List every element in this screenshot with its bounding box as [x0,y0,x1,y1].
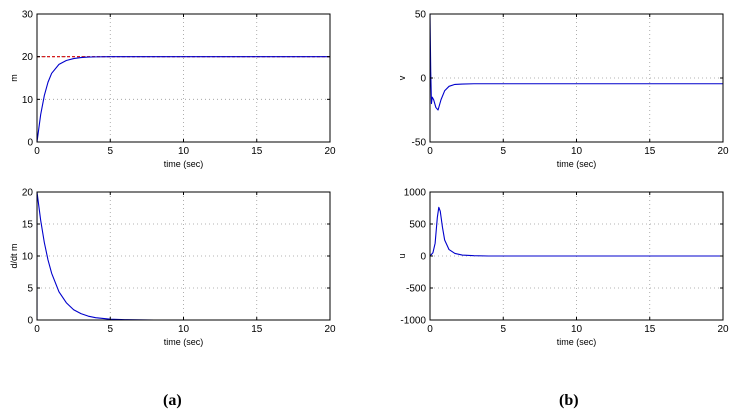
x-tick-label: 10 [571,146,583,157]
x-axis-label: time (sec) [164,337,204,347]
y-axis-label: v [397,75,407,80]
y-tick-label: -50 [412,138,427,149]
y-tick-label: 0 [27,138,33,149]
x-tick-label: 0 [427,324,433,335]
x-axis-label: time (sec) [164,159,204,169]
y-axis-label: u [397,253,407,258]
y-axis-label: m [9,74,19,82]
x-tick-label: 20 [324,324,336,335]
y-tick-label: 10 [22,95,34,106]
caption-a: (a) [163,392,182,409]
x-tick-label: 10 [178,146,190,157]
x-tick-label: 15 [644,146,656,157]
series-line-0 [430,14,723,111]
series-line-1 [37,56,330,142]
y-tick-label: 0 [27,316,33,327]
x-tick-label: 15 [644,324,656,335]
y-tick-label: 20 [22,188,34,199]
x-tick-label: 15 [251,146,263,157]
x-tick-label: 10 [178,324,190,335]
y-tick-label: 0 [420,252,426,263]
x-axis-label: time (sec) [557,337,597,347]
y-tick-label: 20 [22,52,34,63]
y-tick-label: 500 [409,220,426,231]
series-line-1 [37,192,330,320]
x-tick-label: 5 [500,324,506,335]
x-tick-label: 0 [34,146,40,157]
chart-a-top: 0 5 10 15 20 0 10 20 30 time (sec) m [9,10,336,170]
y-tick-label: 10 [22,252,34,263]
caption-b: (b) [559,392,579,409]
x-tick-label: 5 [107,146,113,157]
x-tick-label: 10 [571,324,583,335]
chart-a-bottom: 0 5 10 15 20 0 5 10 15 20 time (sec) d/dt m [9,188,336,348]
y-tick-label: 1000 [404,188,427,199]
y-tick-label: 50 [415,10,427,21]
x-tick-label: 15 [251,324,263,335]
x-tick-label: 20 [717,324,729,335]
y-tick-label: -1000 [400,316,426,327]
x-tick-label: 0 [34,324,40,335]
y-axis-label: d/dt m [9,243,19,268]
y-tick-label: -500 [406,284,426,295]
y-tick-label: 0 [420,74,426,85]
x-tick-label: 0 [427,146,433,157]
x-tick-label: 5 [500,146,506,157]
x-axis-label: time (sec) [557,159,597,169]
series-line-0 [430,206,723,257]
x-tick-label: 5 [107,324,113,335]
y-tick-label: 15 [22,220,34,231]
y-tick-label: 30 [22,10,34,21]
chart-b-bottom: 0 5 10 15 20 -1000 -500 0 500 1000 time (sec) u [397,188,729,348]
x-tick-label: 20 [324,146,336,157]
x-tick-label: 20 [717,146,729,157]
y-tick-label: 5 [27,284,33,295]
